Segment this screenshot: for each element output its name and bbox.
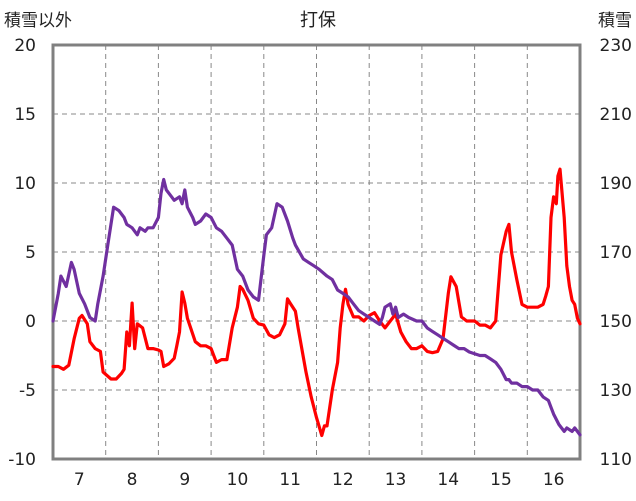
series-layer <box>51 167 582 438</box>
chart-title: 打保 <box>300 10 336 31</box>
y-right-tick-label: 230 <box>600 36 632 56</box>
x-tick-label: 9 <box>179 470 190 490</box>
x-tick-label: 10 <box>227 470 249 490</box>
x-tick-label: 13 <box>385 470 407 490</box>
x-tick-label: 15 <box>490 470 512 490</box>
y-left-tick-label: 5 <box>25 243 36 263</box>
x-tick-label: 12 <box>332 470 354 490</box>
y-right-tick-label: 150 <box>600 312 632 332</box>
y-left-tick-label: 0 <box>25 312 36 332</box>
y-right-tick-label: 190 <box>600 174 632 194</box>
y-right-tick-label: 130 <box>600 381 632 401</box>
plot-frame <box>51 43 582 461</box>
right-axis-label: 積雪 <box>598 11 632 31</box>
tick-labels: 20 15 10 5 0 -5 -10 230 210 190 170 150 130 110 7 8 9 10 1… <box>8 36 632 490</box>
x-tick-label: 8 <box>127 470 138 490</box>
right-axis-series-line <box>51 177 582 437</box>
y-left-tick-label: 20 <box>14 36 36 56</box>
y-left-tick-label: -5 <box>19 381 36 401</box>
y-right-tick-label: 110 <box>600 450 632 470</box>
y-left-tick-label: -10 <box>8 450 36 470</box>
y-left-tick-label: 15 <box>14 105 36 125</box>
x-tick-label: 11 <box>279 470 301 490</box>
y-right-tick-label: 210 <box>600 105 632 125</box>
x-tick-label: 14 <box>437 470 459 490</box>
x-tick-label: 7 <box>74 470 85 490</box>
left-axis-series-line <box>51 167 582 438</box>
y-right-tick-label: 170 <box>600 243 632 263</box>
left-axis-label: 積雪以外 <box>4 11 72 31</box>
grid <box>53 45 580 459</box>
y-left-tick-label: 10 <box>14 174 36 194</box>
x-tick-label: 16 <box>543 470 565 490</box>
